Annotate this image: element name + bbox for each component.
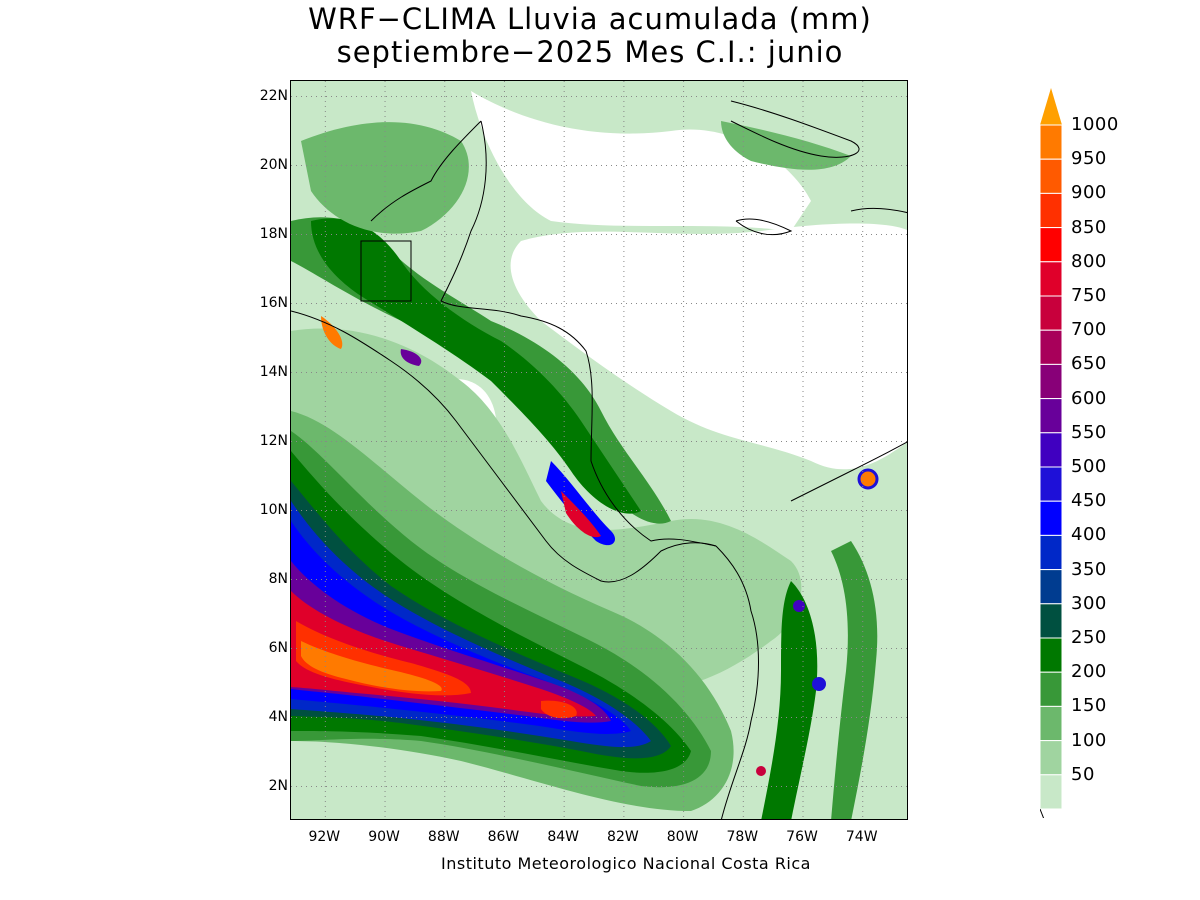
colorbar-swatch bbox=[1040, 534, 1063, 571]
field-dry-gulf bbox=[471, 91, 811, 231]
colorbar-swatch bbox=[1040, 158, 1063, 194]
colorbar-label: 400 bbox=[1071, 524, 1107, 546]
lon-tick-label: 84W bbox=[547, 829, 579, 845]
colorbar-swatch bbox=[1040, 295, 1063, 331]
lat-tick-label: 6N bbox=[268, 639, 288, 656]
field-600-honduras bbox=[400, 349, 422, 366]
field-dry-caribbean bbox=[510, 223, 907, 470]
belize-guatemala-border bbox=[360, 240, 412, 302]
field-150-cuba bbox=[721, 121, 851, 170]
colorbar-label: 600 bbox=[1071, 387, 1107, 409]
colorbar-label: 750 bbox=[1071, 285, 1107, 306]
field-1000-venezuela bbox=[857, 468, 879, 490]
lat-tick-label: 14N bbox=[259, 363, 288, 380]
colorbar-swatch bbox=[1040, 192, 1063, 229]
colorbar-label: 950 bbox=[1071, 148, 1107, 170]
map-subtitle: septiembre−2025 Mes C.I.: junio bbox=[336, 35, 844, 69]
colorbar bbox=[1040, 88, 1063, 818]
lat-tick-label: 12N bbox=[259, 432, 288, 449]
colorbar-swatch bbox=[1040, 466, 1063, 502]
colorbar-swatch bbox=[1040, 671, 1063, 707]
pacific-coastline bbox=[291, 310, 717, 583]
colorbar-label: 450 bbox=[1071, 490, 1107, 512]
field-1000-guatemala bbox=[321, 316, 343, 349]
field-450-costarica bbox=[546, 461, 616, 546]
precipitation-fields bbox=[291, 81, 907, 819]
colorbar-label: 300 bbox=[1071, 592, 1107, 614]
graticule bbox=[291, 81, 907, 819]
cuba-coastline bbox=[730, 100, 860, 158]
field-250-highlands bbox=[311, 218, 641, 514]
colorbar-label: 550 bbox=[1071, 421, 1107, 443]
coastlines bbox=[291, 100, 907, 819]
colorbar-swatch bbox=[1040, 398, 1063, 434]
lat-tick-label: 10N bbox=[259, 501, 288, 518]
lat-tick-label: 2N bbox=[268, 777, 288, 794]
colorbar-swatch bbox=[1040, 637, 1063, 673]
colorbar-swatch bbox=[1040, 500, 1063, 536]
colorbar-swatch bbox=[1040, 603, 1063, 639]
field-800-costarica bbox=[561, 491, 601, 538]
venezuela-coastline bbox=[790, 441, 907, 502]
rainfall-map-canvas bbox=[291, 81, 907, 819]
lat-tick-label: 16N bbox=[259, 294, 288, 311]
colorbar-swatch bbox=[1040, 432, 1063, 468]
hispaniola-coastline bbox=[850, 207, 907, 214]
jamaica-coastline bbox=[735, 218, 793, 236]
lon-tick-label: 76W bbox=[786, 829, 818, 845]
colorbar-swatch bbox=[1040, 740, 1063, 776]
lon-tick-label: 92W bbox=[308, 829, 341, 845]
lat-tick-label: 8N bbox=[268, 570, 288, 587]
field-750-colombia-c bbox=[756, 766, 766, 776]
colombia-coastline bbox=[715, 545, 759, 819]
colorbar-label: 500 bbox=[1071, 456, 1107, 477]
lon-tick-label: 80W bbox=[666, 829, 699, 845]
colorbar-label: 700 bbox=[1071, 319, 1107, 341]
colorbar-overflow-triangle bbox=[1040, 88, 1062, 125]
rainfall-map bbox=[290, 80, 908, 820]
lon-tick-label: 82W bbox=[607, 829, 639, 845]
lon-tick-label: 88W bbox=[427, 829, 460, 845]
caribbean-coastline bbox=[370, 120, 717, 547]
lon-tick-label: 86W bbox=[487, 829, 520, 845]
colorbar-label: 200 bbox=[1071, 661, 1107, 683]
colorbar-label: 900 bbox=[1071, 182, 1107, 204]
colorbar-swatch bbox=[1040, 261, 1063, 297]
colorbar-swatch bbox=[1040, 124, 1063, 160]
field-150-yucatan bbox=[301, 122, 469, 234]
colorbar-label: 250 bbox=[1071, 627, 1107, 648]
colorbar-label: 800 bbox=[1071, 250, 1107, 272]
lat-tick-label: 22N bbox=[259, 87, 288, 104]
field-550-colombia-a bbox=[793, 600, 805, 612]
colorbar-swatch bbox=[1040, 569, 1063, 605]
colorbar-swatch bbox=[1040, 363, 1063, 400]
lat-tick-label: 4N bbox=[268, 708, 288, 725]
field-200-colombia bbox=[831, 541, 878, 819]
colorbar-label: 1000 bbox=[1071, 114, 1119, 135]
lon-tick-label: 74W bbox=[845, 829, 878, 845]
field-500-colombia-b bbox=[812, 677, 826, 691]
colorbar-label: 50 bbox=[1071, 763, 1095, 785]
colorbar-label: 150 bbox=[1071, 695, 1107, 717]
field-900-east bbox=[541, 700, 577, 719]
colorbar-label: 350 bbox=[1071, 558, 1107, 580]
lat-tick-label: 20N bbox=[259, 156, 288, 173]
colorbar-underflow-tail bbox=[1040, 808, 1045, 818]
colorbar-swatch bbox=[1040, 705, 1063, 742]
lon-tick-label: 78W bbox=[726, 829, 759, 845]
map-title: WRF−CLIMA Lluvia acumulada (mm) bbox=[308, 2, 872, 36]
colorbar-label: 650 bbox=[1071, 353, 1107, 375]
colorbar-label: 100 bbox=[1071, 729, 1107, 751]
colorbar-label: 850 bbox=[1071, 216, 1107, 238]
colorbar-swatch bbox=[1040, 227, 1063, 263]
colorbar-swatch bbox=[1040, 774, 1063, 810]
field-250-colombia bbox=[761, 581, 818, 819]
credit-text: Instituto Meteorologico Nacional Costa R… bbox=[441, 854, 811, 873]
lon-tick-label: 90W bbox=[368, 829, 400, 845]
lat-tick-label: 18N bbox=[259, 225, 288, 242]
field-1000 bbox=[301, 641, 442, 692]
colorbar-swatch bbox=[1040, 329, 1063, 365]
